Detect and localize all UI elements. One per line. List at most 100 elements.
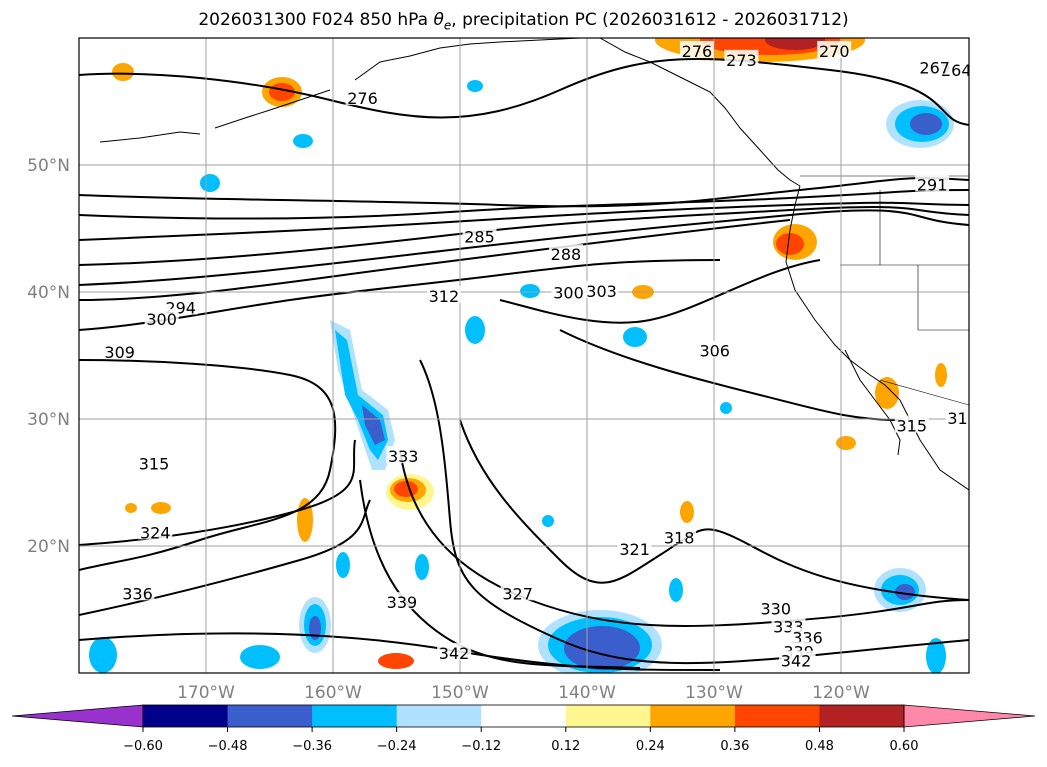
title-prefix: 2026031300 F024 850 hPa [198,10,434,30]
contour-label-bg [790,627,825,645]
precip-blob-central-pacific-band [330,320,395,470]
contour-321 [459,419,969,601]
contour-label: 276 [347,89,378,108]
theta-e-contours [79,58,969,671]
contour-label: 321 [619,540,650,559]
lat-label-40: 40°N [27,283,70,303]
contour-label: 312 [429,287,460,306]
contour-label-bg [779,650,814,668]
contour-label: 261 [998,43,1029,62]
contour-336-west [79,499,371,616]
contour-label-bg [758,598,793,616]
contour-label: 291 [917,175,948,194]
colorbar-bin [819,705,905,727]
contour-label: 342 [439,644,470,663]
contour-label-bg [584,281,619,298]
contour-309 [79,259,721,331]
contour-pacific-jet-4 [79,205,969,266]
contour-label-bg [915,174,950,192]
contour-label-bg [997,42,1031,59]
contour-label: 258 [1005,31,1036,50]
contour-label: 270 [819,42,850,61]
contour-label-bg [617,538,652,556]
coastlines [99,38,969,491]
contour-pacific-jet-6 [79,219,791,301]
colorbar-tick-label: −0.60 [123,739,163,754]
contour-label-bg [945,408,969,425]
latitude-labels: 50°N 40°N 30°N 20°N [27,156,70,557]
colorbar-bin [143,705,229,727]
contour-label-bg [917,57,952,75]
precip-blob-southeast-negative [874,568,926,612]
contour-label-bg [500,583,535,601]
contour-label-bg [724,49,759,67]
contour-label-bg [1003,30,1037,47]
coastline-baja [844,349,901,456]
lat-label-20: 20°N [27,537,70,557]
contour-pacific-jet-3 [79,201,969,241]
contour-label: 309 [104,343,135,362]
contour-label: 300 [553,283,584,302]
contour-label: 285 [464,227,495,246]
contour-label-bg [697,340,732,358]
precip-blob-oregon [773,224,817,260]
colorbar-bin [481,705,567,727]
colorbar-tick-label: 0.60 [890,739,919,754]
contour-pacific-jet-5 [79,209,969,286]
precip-small-cells [112,63,947,669]
contour-label-bg [1016,144,1047,161]
colorbar-tick-label: −0.36 [292,739,332,754]
contour-label: 339 [387,593,418,612]
map-title: 2026031300 F024 850 hPa θe, precipitatio… [0,10,1047,32]
colorbar-frame [142,704,905,728]
contour-315-east [559,329,901,421]
contour-label-bg [548,244,583,262]
map-panel: 2762702732762642672612582792912972852883… [78,30,1047,674]
colorbar-bin [396,705,482,727]
contour-276-north [79,58,969,126]
lat-label-30: 30°N [27,410,70,430]
colorbar-tick-label: 0.24 [636,739,665,754]
contour-label: 276 [682,42,713,61]
longitude-labels: 170°W 160°W 150°W 140°W 130°W 120°W [177,683,870,703]
contour-327 [399,449,969,627]
precip-blob-bc-negative [886,100,954,148]
contour-trough-central [419,359,969,665]
contour-label-bg [138,522,173,540]
contour-label-bg [144,308,179,326]
contour-label-bg [137,453,172,471]
contour-label-bg [894,415,929,433]
contour-label-bg [662,527,697,545]
contour-label: 324 [140,523,171,542]
colorbar-tick-label: −0.48 [208,739,248,754]
contour-label: 303 [586,282,617,301]
contour-label: 273 [726,51,757,70]
contour-label: 330 [760,600,791,619]
coastline-aleutians [99,89,331,143]
title-suffix: , precipitation PC (2026031612 - 2026031… [451,10,849,30]
colorbar-bin [312,705,398,727]
contour-label: 300 [146,310,177,329]
contour-labels: 2762702732762642672612582792912972852883… [102,30,1047,671]
contour-label-bg [120,583,155,601]
colorbar-bin [650,705,736,727]
contour-306 [499,259,821,324]
contour-label: 315 [139,455,170,474]
contour-pacific-jet-1 [79,177,969,208]
colorbar-bin [227,705,313,727]
contour-label: 333 [388,447,419,466]
contour-label-bg [345,87,380,105]
lon-label-120w: 120°W [812,683,870,703]
contour-label-bg [437,642,472,660]
contour-label: 342 [781,652,812,671]
colorbar: −0.60 −0.48 −0.36 −0.24 −0.12 0.12 0.24 0.36 0.4… [11,704,1036,754]
colorbar-extend-high [903,704,1036,728]
contour-label: 279 [1017,145,1047,164]
theta-subscript: e [443,18,452,33]
contour-label: 306 [699,342,730,361]
colorbar-bin [565,705,651,727]
contour-label: 288 [551,245,582,264]
contour-label: 318 [947,409,978,428]
map-frame [78,37,970,674]
